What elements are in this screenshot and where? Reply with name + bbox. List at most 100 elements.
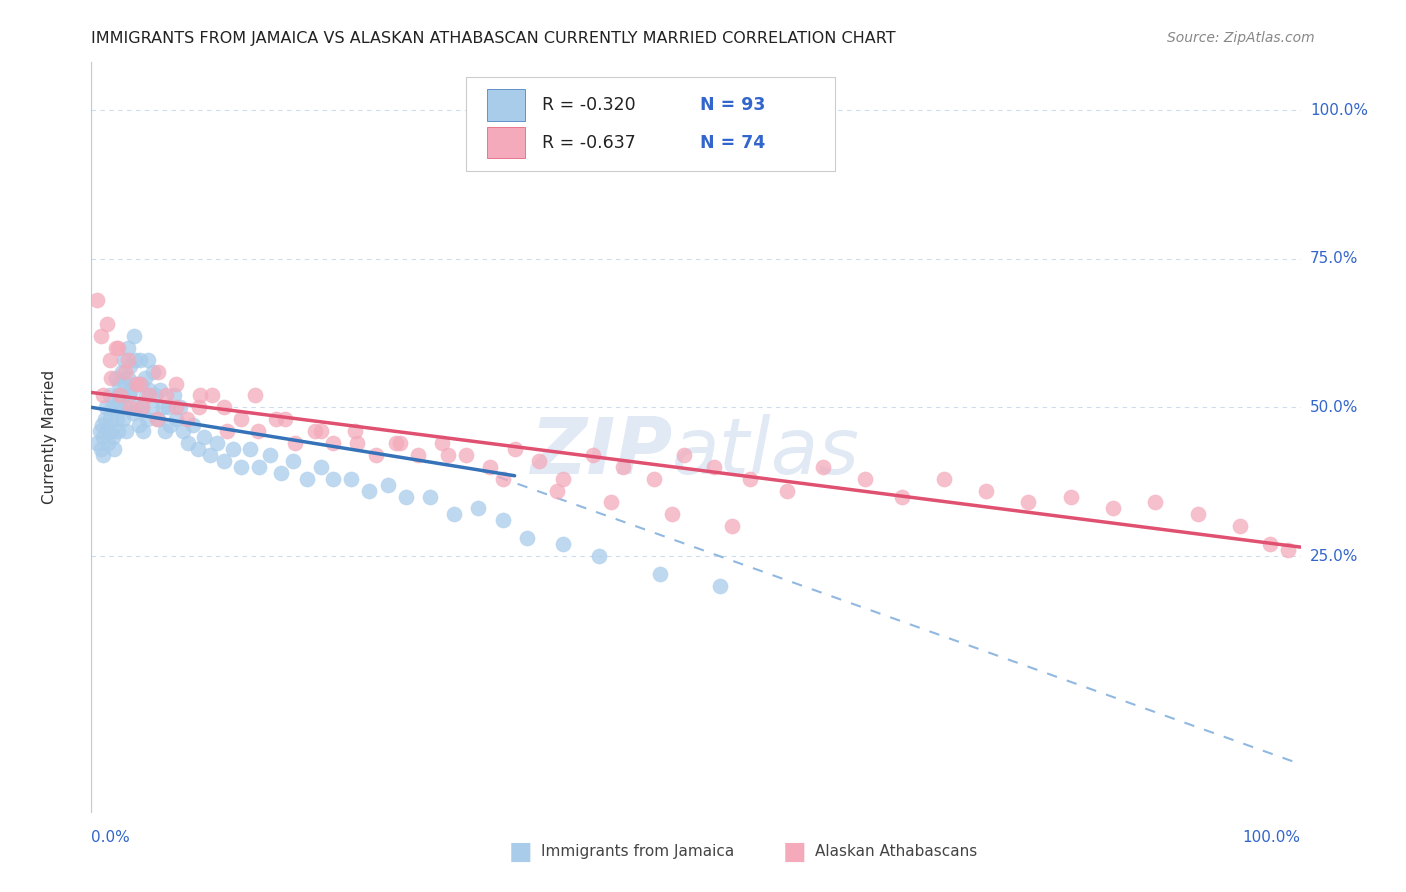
Point	[142, 365, 165, 379]
Point	[117, 370, 139, 384]
Point	[1060, 490, 1083, 504]
Point	[974, 483, 997, 498]
Point	[443, 508, 465, 522]
Point	[205, 436, 228, 450]
Point	[740, 472, 762, 486]
Point	[283, 436, 305, 450]
Text: ■: ■	[509, 840, 531, 863]
Point	[295, 472, 318, 486]
Point	[672, 448, 695, 462]
Point	[131, 401, 153, 415]
Text: 25.0%: 25.0%	[1310, 549, 1358, 564]
Point	[430, 436, 453, 450]
Point	[122, 329, 145, 343]
Point	[388, 436, 411, 450]
Point	[93, 430, 115, 444]
FancyBboxPatch shape	[486, 127, 526, 159]
Point	[114, 376, 136, 391]
Point	[309, 459, 332, 474]
Point	[703, 459, 725, 474]
Text: N = 93: N = 93	[700, 96, 765, 114]
Point	[853, 472, 876, 486]
Point	[117, 341, 139, 355]
Text: atlas: atlas	[672, 414, 859, 490]
Point	[165, 401, 187, 415]
Point	[406, 448, 429, 462]
Point	[114, 365, 136, 379]
Point	[115, 424, 138, 438]
Point	[193, 430, 215, 444]
Point	[169, 401, 191, 415]
Point	[120, 401, 142, 415]
Point	[107, 341, 129, 355]
Point	[359, 483, 381, 498]
Point	[1018, 495, 1040, 509]
Point	[181, 418, 204, 433]
Point	[127, 401, 149, 415]
Point	[134, 370, 156, 384]
Text: 50.0%: 50.0%	[1310, 400, 1358, 415]
Point	[138, 388, 160, 402]
Point	[128, 376, 150, 391]
Point	[155, 388, 177, 402]
Point	[159, 418, 181, 433]
Point	[108, 376, 131, 391]
Point	[110, 388, 132, 402]
Point	[222, 442, 245, 456]
Point	[214, 454, 236, 468]
Point	[259, 448, 281, 462]
Point	[322, 436, 344, 450]
Point	[96, 317, 118, 331]
Point	[503, 442, 526, 456]
Point	[172, 424, 194, 438]
Text: ZIP: ZIP	[530, 414, 672, 490]
Point	[177, 436, 200, 450]
Point	[125, 376, 148, 391]
Point	[188, 401, 211, 415]
Point	[100, 424, 122, 438]
Point	[215, 424, 238, 438]
Text: 100.0%: 100.0%	[1310, 103, 1368, 118]
Point	[104, 370, 127, 384]
Point	[153, 424, 176, 438]
Point	[648, 566, 671, 581]
Point	[588, 549, 610, 563]
Point	[249, 459, 271, 474]
Point	[198, 448, 221, 462]
Point	[343, 424, 366, 438]
Point	[932, 472, 955, 486]
Point	[612, 459, 634, 474]
Text: 75.0%: 75.0%	[1310, 252, 1358, 266]
Point	[890, 490, 912, 504]
Text: Currently Married: Currently Married	[42, 370, 56, 504]
Point	[551, 537, 574, 551]
Point	[1260, 537, 1282, 551]
Text: 0.0%: 0.0%	[91, 830, 131, 846]
Point	[201, 388, 224, 402]
Point	[551, 472, 574, 486]
Point	[1102, 501, 1125, 516]
Point	[1144, 495, 1167, 509]
FancyBboxPatch shape	[467, 78, 835, 171]
Point	[546, 483, 568, 498]
Point	[600, 495, 623, 509]
Point	[105, 412, 128, 426]
Point	[103, 442, 125, 456]
Point	[146, 412, 169, 426]
Text: R = -0.320: R = -0.320	[543, 96, 636, 114]
Point	[239, 442, 262, 456]
Point	[456, 448, 478, 462]
Point	[165, 412, 187, 426]
Text: ■: ■	[783, 840, 806, 863]
Point	[395, 490, 418, 504]
Point	[385, 436, 408, 450]
Text: Source: ZipAtlas.com: Source: ZipAtlas.com	[1167, 31, 1315, 45]
Point	[322, 472, 344, 486]
Point	[437, 448, 460, 462]
Point	[467, 501, 489, 516]
Point	[270, 466, 292, 480]
Point	[346, 436, 368, 450]
Point	[340, 472, 363, 486]
Point	[111, 388, 132, 402]
Point	[90, 442, 112, 456]
